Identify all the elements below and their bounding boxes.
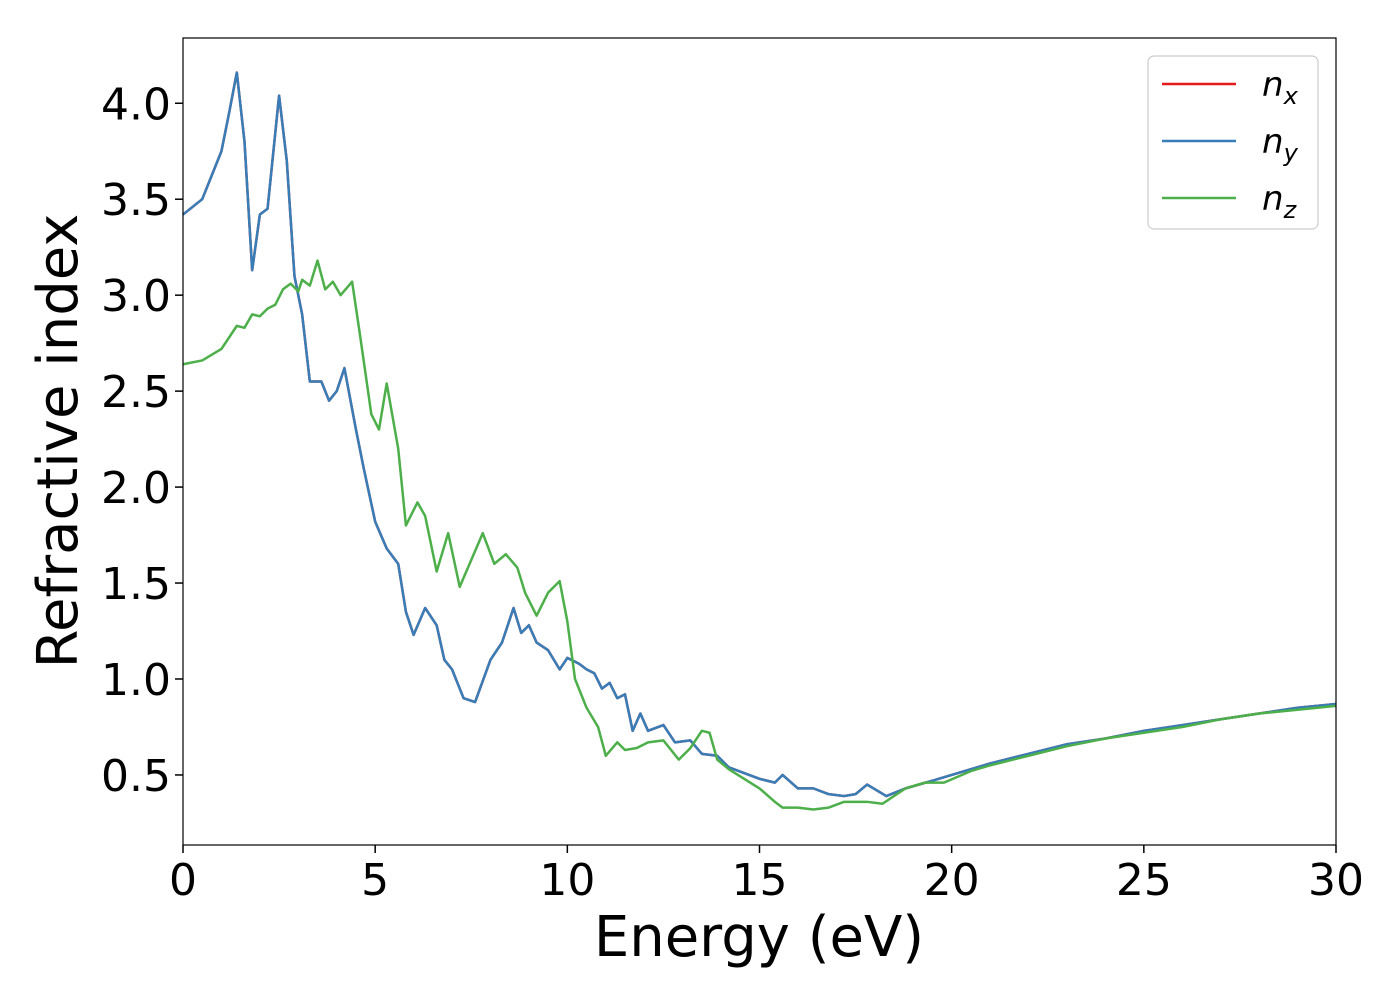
legend-label: nx <box>1262 65 1299 110</box>
y-tick-label: 2.0 <box>101 463 171 514</box>
series-line <box>182 259 1337 811</box>
y-tick-label: 1.5 <box>101 559 171 610</box>
x-tick-label: 5 <box>361 855 389 906</box>
axes-frame <box>182 37 1337 846</box>
legend-label: nz <box>1262 179 1298 224</box>
x-axis-label: Energy (eV) <box>594 905 924 970</box>
y-tick-label: 3.5 <box>101 175 171 226</box>
x-tick-label: 20 <box>924 855 980 906</box>
y-tick-label: 1.0 <box>101 655 171 706</box>
x-tick-label: 15 <box>732 855 788 906</box>
legend-box <box>1147 55 1319 230</box>
legend-label: ny <box>1262 122 1299 167</box>
x-tick-label: 10 <box>539 855 595 906</box>
y-axis-label: Refractive index <box>26 214 91 669</box>
y-tick-label: 0.5 <box>101 751 171 802</box>
y-tick-label: 2.5 <box>101 367 171 418</box>
x-tick-label: 0 <box>169 855 197 906</box>
x-tick-label: 25 <box>1116 855 1172 906</box>
y-tick-label: 3.0 <box>101 271 171 322</box>
x-tick-label: 30 <box>1308 855 1364 906</box>
y-tick-label: 4.0 <box>101 79 171 130</box>
